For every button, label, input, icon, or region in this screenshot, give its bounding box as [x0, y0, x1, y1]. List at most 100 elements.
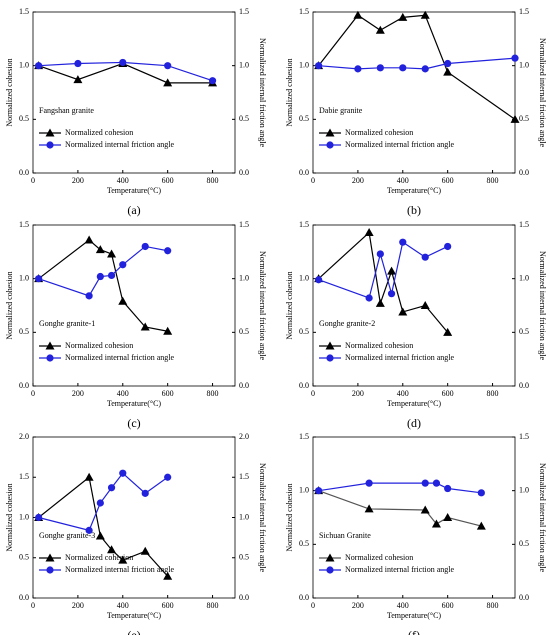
- marker: [364, 228, 374, 237]
- y2-tick-label: 1.0: [239, 512, 249, 521]
- marker: [375, 25, 385, 34]
- caption: (d): [407, 416, 421, 430]
- caption: (e): [127, 628, 140, 635]
- x-tick-label: 200: [352, 601, 364, 610]
- y2-axis-label: Normalized internal friction angle: [538, 38, 547, 148]
- panel: 0 200 400 600 800 0.0 0.5 1.0 1.5 2.0 0.0 0.5 1.0 1.5…: [5, 432, 267, 635]
- y2-tick-label: 0.5: [239, 114, 249, 123]
- annotation: Dabie granite: [319, 106, 363, 115]
- legend-marker: [326, 141, 334, 149]
- marker: [443, 327, 453, 336]
- y2-axis-label: Normalized internal friction angle: [258, 38, 267, 148]
- y-tick-label: 1.5: [299, 220, 309, 229]
- y-tick-label: 0.0: [19, 381, 29, 390]
- y2-tick-label: 1.0: [239, 273, 249, 282]
- legend-label: Normalized internal friction angle: [345, 140, 455, 149]
- y-tick-label: 1.0: [19, 60, 29, 69]
- marker: [107, 545, 117, 554]
- x-tick-label: 600: [162, 601, 174, 610]
- legend-label: Normalized internal friction angle: [345, 565, 455, 574]
- y2-tick-label: 1.5: [519, 432, 529, 441]
- caption: (c): [127, 416, 140, 430]
- legend-label: Normalized internal friction angle: [65, 140, 175, 149]
- marker: [95, 245, 105, 254]
- caption: (a): [127, 203, 140, 217]
- legend-marker: [46, 354, 54, 362]
- marker: [140, 322, 150, 331]
- legend-marker: [45, 128, 55, 137]
- marker: [387, 266, 397, 275]
- y2-tick-label: 1.0: [519, 273, 529, 282]
- y2-tick-label: 0.5: [239, 553, 249, 562]
- marker: [443, 513, 453, 521]
- panel: 0 200 400 600 800 0.0 0.5 1.0 1.5 0.0 0.5 1.0 1.5 Tem…: [285, 432, 547, 635]
- marker: [84, 235, 94, 244]
- y2-tick-label: 0.5: [519, 539, 529, 548]
- y-axis-label: Normalized cohesion: [5, 271, 14, 339]
- y-tick-label: 2.0: [19, 432, 29, 441]
- legend-marker: [46, 566, 54, 574]
- plot-frame: [32, 436, 236, 599]
- marker: [163, 78, 173, 87]
- marker: [421, 65, 429, 73]
- y2-tick-label: 0.0: [239, 593, 249, 602]
- x-tick-label: 800: [207, 601, 219, 610]
- plot-frame: [312, 224, 516, 387]
- marker: [96, 499, 104, 507]
- panel: 0 200 400 600 800 0.0 0.5 1.0 1.5 0.0 0.5 1.0 1.5 Tem…: [5, 220, 267, 430]
- y-tick-label: 1.0: [299, 273, 309, 282]
- marker: [35, 513, 43, 522]
- annotation: Gonghe granite-3: [39, 531, 95, 540]
- x-tick-label: 200: [72, 176, 84, 185]
- x-tick-label: 0: [311, 176, 315, 185]
- y2-tick-label: 1.5: [239, 472, 249, 481]
- marker: [420, 505, 430, 514]
- legend-label: Normalized cohesion: [345, 341, 413, 350]
- y2-tick-label: 0.0: [519, 381, 529, 390]
- marker: [74, 59, 82, 68]
- y-axis-label: Normalized cohesion: [285, 58, 294, 126]
- marker: [35, 275, 43, 283]
- y-tick-label: 0.0: [19, 593, 29, 602]
- legend-marker: [326, 354, 334, 362]
- y2-tick-label: 1.0: [519, 485, 529, 494]
- marker: [431, 519, 441, 528]
- marker: [119, 469, 127, 477]
- x-tick-label: 800: [487, 601, 499, 610]
- legend-label: Normalized cohesion: [65, 128, 133, 137]
- marker: [164, 247, 172, 255]
- x-tick-label: 200: [72, 601, 84, 610]
- annotation: Fangshan granite: [39, 106, 94, 115]
- y-tick-label: 1.5: [299, 432, 309, 441]
- x-tick-label: 200: [352, 176, 364, 185]
- y-tick-label: 1.0: [299, 60, 309, 69]
- marker: [35, 62, 43, 70]
- y-tick-label: 0.0: [299, 593, 309, 602]
- marker: [353, 10, 363, 19]
- x-tick-label: 800: [207, 176, 219, 185]
- marker: [476, 521, 486, 530]
- series-line: [318, 490, 482, 527]
- marker: [375, 298, 385, 307]
- y-tick-label: 0.5: [299, 539, 309, 548]
- y2-tick-label: 1.5: [239, 7, 249, 16]
- x-tick-label: 400: [397, 389, 409, 398]
- marker: [315, 487, 323, 495]
- marker: [398, 307, 408, 316]
- y-axis-label: Normalized cohesion: [285, 483, 294, 551]
- marker: [163, 571, 173, 580]
- series-line: [318, 231, 449, 333]
- y2-axis-label: Normalized internal friction angle: [258, 463, 267, 573]
- legend-label: Normalized cohesion: [345, 553, 413, 562]
- marker: [364, 504, 374, 513]
- legend-marker: [325, 341, 335, 350]
- marker: [477, 489, 485, 497]
- marker: [315, 276, 323, 284]
- legend-marker: [325, 128, 335, 137]
- y2-tick-label: 0.0: [519, 593, 529, 602]
- marker: [107, 484, 116, 492]
- marker: [511, 54, 519, 62]
- x-tick-label: 400: [397, 176, 409, 185]
- legend-marker: [325, 553, 335, 562]
